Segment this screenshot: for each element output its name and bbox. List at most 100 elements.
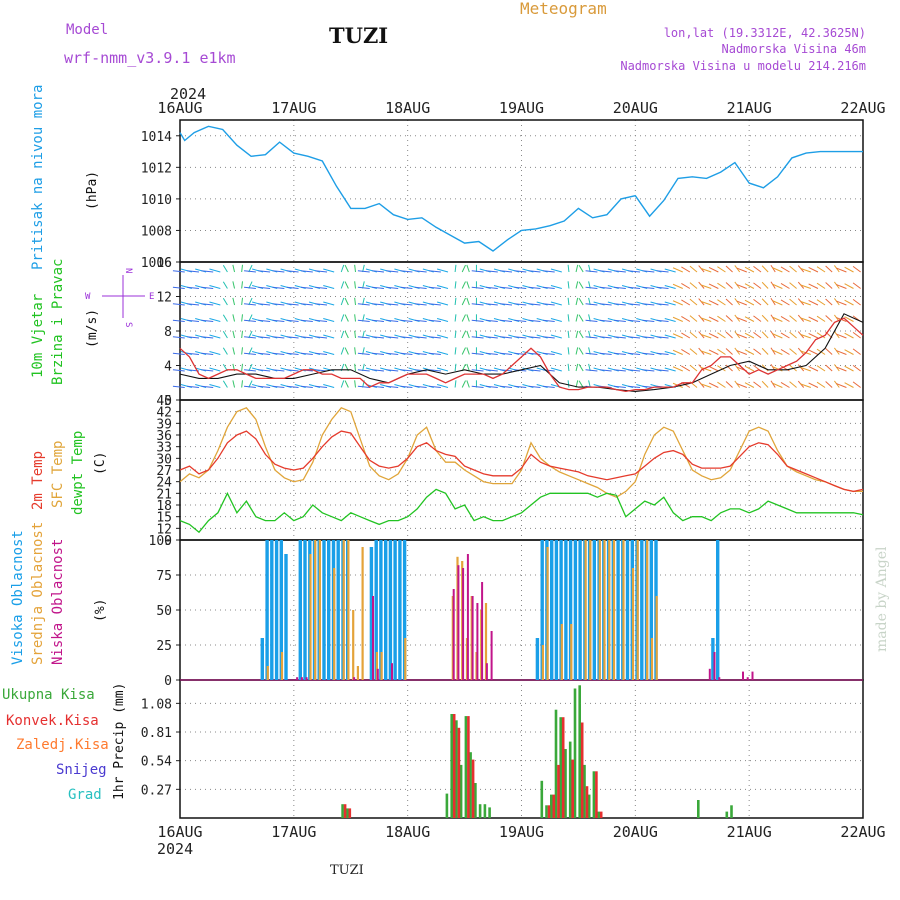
wind-arrow <box>414 270 427 273</box>
wind-arrow <box>578 314 584 322</box>
wind-arrow <box>436 317 449 322</box>
wind-arrow <box>386 369 399 372</box>
wind-arrow <box>428 336 441 339</box>
x-tick-label-top: 18AUG <box>385 99 430 117</box>
wind-arrow <box>172 369 185 372</box>
wind-arrow <box>800 333 811 339</box>
cloud-bar-high <box>393 540 397 680</box>
wind-arrow <box>414 385 427 388</box>
wind-arrow <box>656 303 669 306</box>
wind-arrow <box>454 380 457 388</box>
wind-arrow <box>471 270 484 273</box>
x-tick-label-top: 16AUG <box>157 99 202 117</box>
temp-2m-line <box>179 430 864 493</box>
wind-arrow <box>753 381 762 388</box>
cloud-bar-high <box>711 638 715 680</box>
cloud-bar-low <box>305 677 308 680</box>
wind-arrow <box>744 349 755 355</box>
wind-arrow <box>514 286 527 289</box>
wind-arrow <box>232 314 236 322</box>
wind-arrow <box>471 319 484 322</box>
wind-arrow <box>599 270 612 273</box>
wind-arrow <box>286 352 299 355</box>
wind-arrow <box>372 336 385 339</box>
wind-arrow <box>700 366 712 372</box>
cloud-bar-high <box>573 540 578 680</box>
wind-arrow <box>613 286 626 289</box>
wind-arrow <box>613 270 626 273</box>
wind-arrow <box>808 349 819 355</box>
wind-arrow <box>315 352 328 355</box>
wind-arrow <box>514 270 527 273</box>
wind-arrow <box>466 330 470 339</box>
wind-arrow <box>428 303 441 306</box>
wind-arrow <box>852 381 861 388</box>
wind-arrow <box>272 303 285 306</box>
wind-arrow <box>528 369 541 372</box>
y-tick-label: 50 <box>156 604 172 619</box>
wind-arrow <box>528 286 541 289</box>
wind-arrow <box>354 363 356 372</box>
wind-arrow <box>725 364 733 372</box>
wind-arrow <box>357 286 370 289</box>
wind-arrow <box>800 383 811 388</box>
wind-arrow <box>852 299 861 306</box>
wind-arrow <box>300 319 313 322</box>
wind-arrow <box>725 381 733 388</box>
wind-arrow <box>585 352 598 355</box>
precip-bar-total <box>725 811 729 818</box>
wind-arrow <box>672 267 683 273</box>
cloud-bar-mid <box>352 610 355 680</box>
cloud-bar-high <box>649 540 653 680</box>
precip-bar-total <box>573 688 577 818</box>
wind-arrow <box>736 350 747 355</box>
wind-arrow <box>672 300 683 306</box>
wind-arrow <box>485 385 498 388</box>
wind-arrow <box>578 264 584 273</box>
wind-arrow <box>209 367 221 372</box>
wind-arrow <box>744 332 755 339</box>
wind-arrow <box>800 284 811 289</box>
wind-arrow <box>628 385 641 388</box>
wind-arrow <box>286 270 299 273</box>
y-tick-label: 4 <box>164 360 172 375</box>
compass-e: E <box>149 292 154 302</box>
wind-arrow <box>836 300 847 306</box>
wind-arrow <box>575 347 579 355</box>
wind-arrow <box>550 284 562 289</box>
cloud-bar-high <box>303 540 307 680</box>
wind-arrow <box>357 385 370 388</box>
compass-w: W <box>85 292 91 302</box>
wind-arrow <box>372 385 385 388</box>
wind-arrow <box>656 352 669 355</box>
wind-arrow <box>315 286 328 289</box>
lonlat-text: lon,lat (19.3312E, 42.3625N) <box>664 26 866 40</box>
wind-arrow <box>689 298 698 306</box>
cloud-bar-mid <box>646 540 649 680</box>
wind-arrow <box>567 314 570 322</box>
wind-arrow <box>244 270 256 273</box>
wind-arrow <box>642 336 655 339</box>
wind-arrow <box>800 366 811 372</box>
cloud-bar-high <box>374 540 378 680</box>
wind-arrow <box>471 369 484 372</box>
wind-arrow <box>789 331 797 339</box>
wind-speed-line <box>179 317 864 393</box>
wind-arrow <box>836 284 847 289</box>
wind-arrow <box>744 299 755 306</box>
wind-arrow <box>725 265 733 273</box>
wind-arrow <box>542 352 555 355</box>
wind-arrow <box>753 299 762 306</box>
wind-arrow <box>816 365 826 372</box>
wind-arrow <box>664 350 676 355</box>
cloud-bar-high <box>379 540 383 680</box>
cloud-bar-low <box>457 565 460 680</box>
precip-label-snow: Snijeg <box>56 762 107 778</box>
wind-arrow <box>770 347 776 355</box>
wind-arrow <box>700 284 712 289</box>
cloud-bar-mid <box>608 540 611 680</box>
wind-arrow <box>664 334 676 339</box>
wind-arrow <box>386 270 399 273</box>
wind-arrow <box>344 330 349 339</box>
wind-arrow <box>344 281 349 289</box>
